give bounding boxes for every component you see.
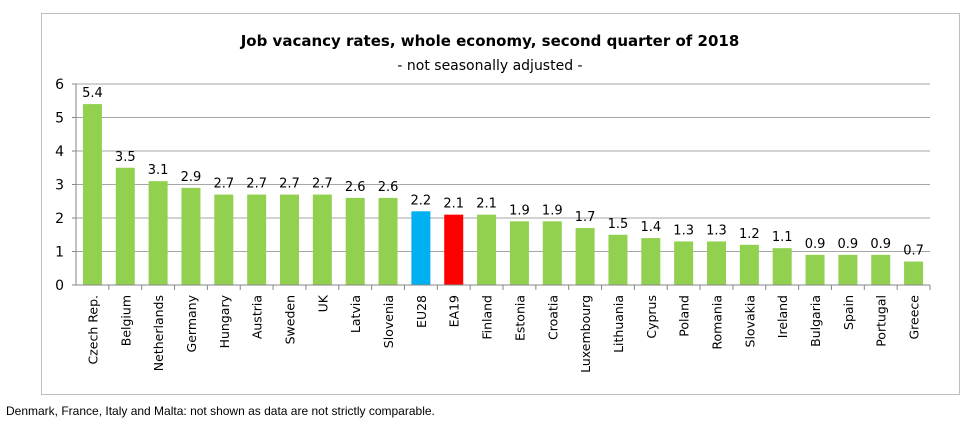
x-tick-label: Cyprus [644, 295, 659, 339]
data-label: 1.9 [509, 203, 530, 218]
data-label: 5.4 [82, 86, 103, 101]
y-tick-label: 1 [55, 245, 64, 261]
x-tick-label: Netherlands [151, 295, 166, 371]
bar-ireland [772, 248, 792, 285]
data-label: 3.5 [115, 150, 136, 165]
data-label: 1.2 [739, 227, 760, 242]
x-tick-label: Latvia [348, 295, 363, 333]
bar-netherlands [148, 181, 168, 285]
bar-poland [674, 241, 694, 285]
bar-finland [477, 214, 497, 285]
data-label: 1.4 [640, 220, 661, 235]
bar-eu28 [411, 211, 431, 285]
x-tick-label: Portugal [874, 295, 889, 347]
x-tick-label: Hungary [217, 294, 232, 348]
data-label: 3.1 [148, 163, 169, 178]
data-label: 0.9 [838, 237, 859, 252]
data-label: 0.9 [870, 237, 891, 252]
x-tick-label: Poland [677, 295, 692, 337]
x-tick-label: Slovenia [381, 295, 396, 348]
x-tick-label: Croatia [545, 295, 560, 340]
bar-germany [181, 187, 201, 285]
data-label: 1.7 [575, 210, 596, 225]
x-tick-label: Czech Rep. [85, 295, 100, 364]
footnote: Denmark, France, Italy and Malta: not sh… [6, 404, 435, 418]
data-label: 2.6 [378, 180, 399, 195]
x-tick-label: Luxembourg [578, 295, 593, 373]
bar-hungary [214, 194, 234, 285]
x-tick-label: Austria [250, 295, 265, 339]
bar-uk [312, 194, 332, 285]
x-tick-label: Spain [841, 295, 856, 330]
x-tick-label: Estonia [512, 295, 527, 341]
x-tick-label: Greece [907, 295, 922, 340]
data-label: 2.1 [476, 197, 497, 212]
x-tick-label: UK [315, 294, 330, 312]
x-tick-label: Slovakia [742, 295, 757, 347]
bar-austria [247, 194, 267, 285]
y-tick-label: 5 [55, 111, 64, 127]
x-tick-label: Belgium [118, 295, 133, 346]
bar-portugal [871, 254, 891, 285]
data-label: 0.9 [805, 237, 826, 252]
data-label: 1.3 [706, 223, 727, 238]
y-tick-label: 0 [55, 278, 64, 294]
bar-estonia [509, 221, 529, 285]
bar-bulgaria [805, 254, 825, 285]
y-tick-label: 4 [55, 144, 64, 160]
x-tick-label: Finland [480, 295, 495, 340]
data-label: 2.7 [246, 177, 267, 192]
data-label: 2.9 [181, 170, 202, 185]
data-label: 2.6 [345, 180, 366, 195]
x-tick-label: Lithuania [611, 295, 626, 353]
chart-title: Job vacancy rates, whole economy, second… [240, 32, 740, 50]
chart-subtitle: - not seasonally adjusted - [397, 58, 583, 74]
data-label: 1.1 [772, 230, 793, 245]
bar-slovenia [378, 197, 398, 285]
y-tick-label: 3 [55, 178, 64, 194]
bar-czech-rep- [82, 104, 102, 285]
y-tick-label: 2 [55, 211, 64, 227]
data-label: 2.2 [411, 193, 432, 208]
x-tick-label: EA19 [447, 295, 462, 327]
x-tick-label: Germany [184, 294, 199, 352]
data-label: 1.9 [542, 203, 563, 218]
data-label: 1.3 [673, 223, 694, 238]
bar-slovakia [739, 244, 759, 285]
x-tick-label: Ireland [775, 295, 790, 338]
y-tick-label: 6 [55, 77, 64, 93]
chart-frame [41, 13, 960, 395]
bar-greece [904, 261, 924, 285]
bar-croatia [542, 221, 562, 285]
bar-romania [707, 241, 726, 285]
data-label: 2.7 [213, 177, 234, 192]
x-tick-label: Bulgaria [808, 295, 823, 347]
bar-luxembourg [575, 228, 595, 285]
bar-ea19 [444, 214, 464, 285]
data-label: 2.7 [312, 177, 333, 192]
bar-cyprus [641, 238, 661, 285]
bar-latvia [345, 197, 365, 285]
data-label: 2.7 [279, 177, 300, 192]
bar-belgium [115, 167, 135, 285]
data-label: 1.5 [608, 217, 629, 232]
bar-lithuania [608, 234, 628, 285]
x-tick-label: Romania [710, 295, 725, 350]
bar-spain [838, 254, 858, 285]
x-tick-label: Sweden [283, 295, 298, 344]
bar-sweden [280, 194, 299, 285]
data-label: 2.1 [443, 197, 464, 212]
x-tick-label: EU28 [414, 295, 429, 328]
data-label: 0.7 [903, 244, 924, 259]
